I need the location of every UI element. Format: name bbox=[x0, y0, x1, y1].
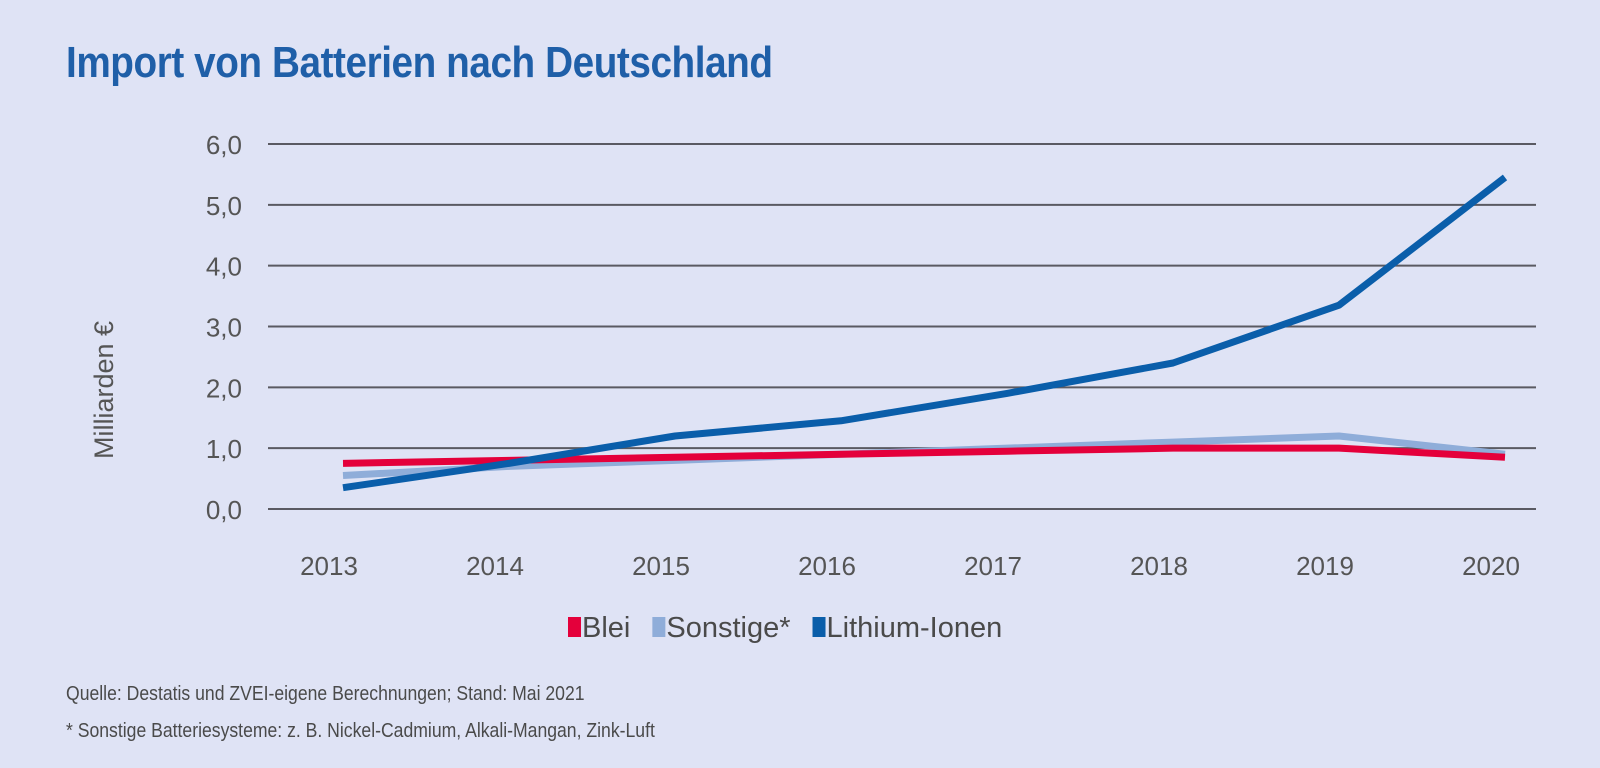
source-note: Quelle: Destatis und ZVEI-eigene Berechn… bbox=[66, 683, 585, 705]
legend-swatch bbox=[568, 617, 581, 637]
y-tick-label: 6,0 bbox=[206, 130, 242, 160]
y-tick-label: 4,0 bbox=[206, 252, 242, 282]
x-tick-label: 2019 bbox=[1296, 551, 1354, 581]
y-axis-label: Milliarden € bbox=[89, 321, 119, 459]
legend-swatch bbox=[652, 617, 666, 637]
x-tick-label: 2015 bbox=[632, 551, 690, 581]
x-tick-label: 2014 bbox=[466, 551, 524, 581]
legend-swatch bbox=[812, 617, 826, 637]
line-chart: 0,0 1,0 2,0 3,0 4,0 5,0 6,0 2013 2014 2015 2016 20… bbox=[89, 130, 1536, 644]
y-tick-label: 0,0 bbox=[206, 495, 242, 525]
legend-label: Lithium-Ionen bbox=[827, 612, 1003, 644]
footnote: * Sonstige Batteriesysteme: z. B. Nickel… bbox=[66, 720, 655, 742]
y-tick-label: 1,0 bbox=[206, 434, 242, 464]
y-tick-label: 3,0 bbox=[206, 313, 242, 343]
legend-label: Sonstige* bbox=[666, 612, 790, 644]
x-tick-label: 2018 bbox=[1130, 551, 1188, 581]
x-tick-label: 2013 bbox=[300, 551, 358, 581]
x-tick-label: 2016 bbox=[798, 551, 856, 581]
x-tick-label: 2017 bbox=[964, 551, 1022, 581]
y-tick-label: 5,0 bbox=[206, 191, 242, 221]
y-tick-label: 2,0 bbox=[206, 373, 242, 403]
legend-label: Blei bbox=[582, 612, 630, 644]
series-line-lithium-ionen bbox=[342, 174, 1508, 492]
x-tick-label: 2020 bbox=[1462, 551, 1520, 581]
chart-title: Import von Batterien nach Deutschland bbox=[66, 38, 773, 87]
